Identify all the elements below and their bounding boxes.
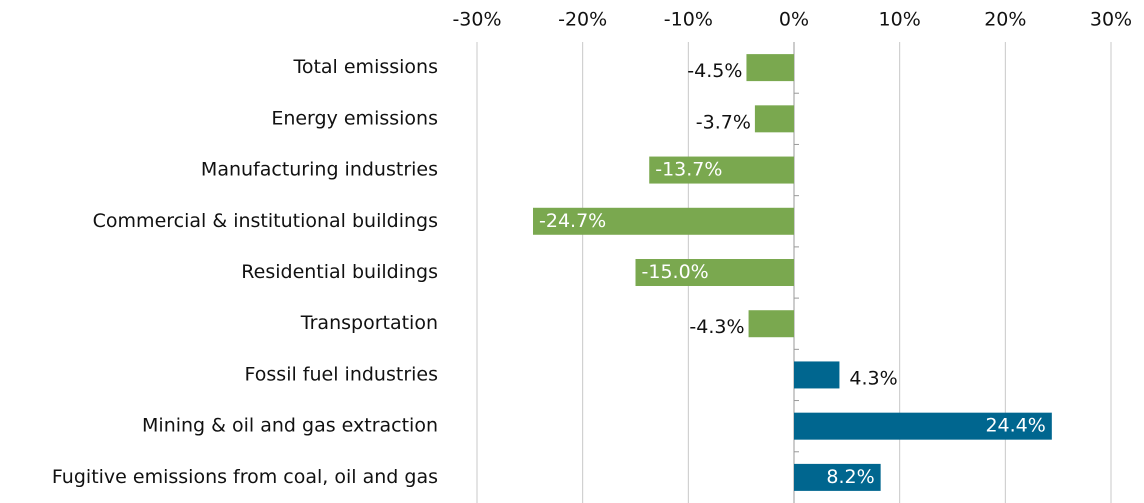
- value-label: -4.3%: [689, 316, 744, 338]
- y-tick-label: Mining & oil and gas extraction: [142, 415, 438, 437]
- y-tick-label: Residential buildings: [241, 261, 438, 283]
- value-label: -13.7%: [655, 159, 722, 181]
- y-tick-label: Energy emissions: [271, 107, 438, 129]
- value-label: 4.3%: [849, 367, 897, 389]
- y-tick-label: Total emissions: [292, 56, 438, 78]
- bar: [794, 463, 881, 491]
- value-label: -24.7%: [539, 210, 606, 232]
- bar: [649, 156, 794, 184]
- x-tick-label: -10%: [664, 9, 713, 31]
- y-tick-label: Fugitive emissions from coal, oil and ga…: [52, 466, 438, 488]
- x-tick-label: 0%: [779, 9, 809, 31]
- bar: [794, 412, 1052, 440]
- bar: [794, 361, 840, 389]
- value-label: -4.5%: [687, 60, 742, 82]
- value-label: 8.2%: [826, 466, 874, 488]
- bar: [754, 105, 794, 133]
- value-label: -3.7%: [696, 111, 751, 133]
- bar: [533, 207, 794, 235]
- y-tick-label: Fossil fuel industries: [245, 363, 438, 385]
- x-tick-label: -30%: [452, 9, 501, 31]
- value-label: -15.0%: [642, 261, 709, 283]
- bar: [635, 259, 794, 286]
- x-tick-label: 10%: [879, 9, 921, 31]
- x-tick-label: -20%: [558, 9, 607, 31]
- bar: [748, 310, 794, 338]
- bar: [746, 54, 794, 82]
- y-tick-label: Transportation: [300, 312, 438, 334]
- x-tick-label: 30%: [1090, 9, 1132, 31]
- y-tick-label: Commercial & institutional buildings: [93, 210, 438, 232]
- value-label: 24.4%: [985, 415, 1045, 437]
- x-tick-label: 20%: [984, 9, 1026, 31]
- y-tick-label: Manufacturing industries: [201, 159, 438, 181]
